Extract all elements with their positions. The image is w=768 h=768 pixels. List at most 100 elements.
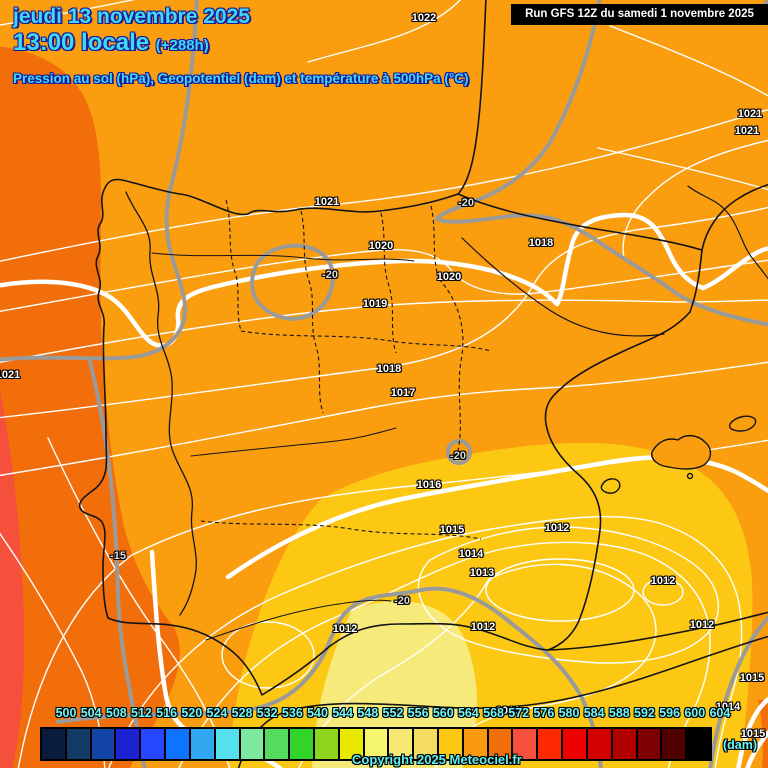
scale-tick-label: 540 [307, 706, 328, 720]
temperature-label: -20 [450, 450, 466, 462]
pressure-label: 1020 [368, 240, 394, 252]
region-borders-dashed [200, 199, 492, 540]
river-guadalquivir [205, 599, 392, 641]
scale-tick-label: 524 [206, 706, 228, 720]
border-portugal-spain [125, 191, 197, 616]
scale-tick-label: 532 [256, 706, 278, 720]
scale-tick-label: 596 [659, 706, 681, 720]
run-info-box: Run GFS 12Z du samedi 1 novembre 2025 [511, 4, 768, 25]
scale-tick-label: 544 [332, 706, 354, 720]
river-ebro [461, 237, 665, 337]
pressure-label: 1018 [376, 363, 402, 375]
map-subtitle: Pression au sol (hPa), Geopotentiel (dam… [13, 71, 469, 86]
pressure-label: 1013 [495, 705, 521, 717]
scale-color-cell [91, 729, 115, 759]
scale-tick-label: 500 [55, 706, 77, 720]
scale-unit-label: (dam) [722, 738, 758, 752]
scale-tick-label: 560 [432, 706, 454, 720]
pressure-label: 1014 [715, 701, 741, 713]
pressure-label: 1019 [362, 298, 388, 310]
pressure-label: 1021 [737, 108, 763, 120]
scale-color-cell [637, 729, 661, 759]
scale-color-cell [389, 729, 413, 759]
temperature-label: -20 [458, 197, 474, 209]
scale-color-cell [116, 729, 140, 759]
scale-color-cell [687, 729, 710, 759]
pressure-label: 1013 [469, 567, 495, 579]
scale-color-cell [314, 729, 338, 759]
scale-tick-label: 604 [709, 706, 731, 720]
scale-tick-label: 556 [407, 706, 429, 720]
scale-tick-label: 600 [684, 706, 706, 720]
scale-color-cell [166, 729, 189, 759]
pressure-label: 1022 [411, 12, 437, 24]
river-tajo [190, 427, 397, 457]
border-pyrenees [457, 193, 703, 251]
scale-tick-label: 584 [583, 706, 605, 720]
scale-color-cell [563, 729, 586, 759]
pressure-label: 1012 [544, 522, 570, 534]
scale-color-cell [141, 729, 165, 759]
region-dark-orange-corner [758, 700, 768, 768]
scale-color-cell [190, 729, 214, 759]
pressure-label: 1015 [439, 524, 465, 536]
border-france-inland [687, 185, 768, 280]
island-cabrera [686, 472, 694, 480]
scale-tick-label: 536 [281, 706, 303, 720]
pressure-label: 1014 [458, 548, 484, 560]
scale-tick-label: 588 [608, 706, 630, 720]
scale-tick-label: 564 [457, 706, 479, 720]
scale-color-cell [66, 729, 90, 759]
scale-tick-label: 572 [508, 706, 530, 720]
pressure-label: 1020 [436, 271, 462, 283]
date-label: jeudi 13 novembre 2025 [13, 5, 250, 28]
copyright-label: Copyright 2025 Meteociel.fr [352, 752, 522, 767]
coast-africa [237, 635, 768, 768]
island-mallorca [651, 435, 712, 470]
temperature-label: -20 [322, 269, 338, 281]
coast-iberia-west-south [78, 0, 768, 696]
scale-color-cell [290, 729, 313, 759]
header: jeudi 13 novembre 2025 13:00 locale (+28… [13, 4, 250, 60]
scale-color-cell [513, 729, 537, 759]
pressure-label: 1012 [332, 623, 358, 635]
scale-color-cell [439, 729, 462, 759]
scale-tick-label: 580 [558, 706, 580, 720]
scale-tick-label: 508 [105, 706, 127, 720]
pressure-label: 1015 [740, 728, 766, 740]
scale-color-cell [587, 729, 611, 759]
scale-color-cell [463, 729, 487, 759]
time-label: 13:00 locale (+288h) [13, 29, 209, 56]
scale-color-cell [612, 729, 636, 759]
scale-color-cell [42, 729, 65, 759]
pressure-label: 1012 [650, 575, 676, 587]
pressure-label: 1021 [734, 125, 760, 137]
pressure-label: 1015 [739, 672, 765, 684]
temperature-label: -20 [394, 595, 410, 607]
coast-iberia-east [544, 183, 768, 651]
island-ibiza [600, 478, 621, 494]
scale-color-cell [265, 729, 289, 759]
region-pale-yellow-south [312, 601, 477, 768]
scale-tick-label: 592 [634, 706, 655, 720]
pressure-label: 1012 [689, 619, 715, 631]
pressure-label: 1017 [390, 387, 416, 399]
region-red-west [0, 389, 25, 768]
forecast-offset-label: (+288h) [155, 37, 209, 54]
scale-tick-label: 516 [156, 706, 178, 720]
scale-tick-label: 520 [181, 706, 203, 720]
scale-color-cell [240, 729, 264, 759]
coastlines-borders [78, 0, 768, 768]
scale-color-cell [339, 729, 363, 759]
scale-tick-label: 552 [382, 706, 404, 720]
river-duero [151, 252, 415, 262]
scale-tick-labels: 500 504 508 512 516 520 524 528 532 536 540 544 548 5… [0, 706, 768, 722]
pressure-label: 1016 [416, 479, 442, 491]
scale-color-cell [364, 729, 388, 759]
islands [600, 415, 757, 494]
scale-tick-label: 548 [357, 706, 379, 720]
scale-tick-label: 576 [533, 706, 555, 720]
